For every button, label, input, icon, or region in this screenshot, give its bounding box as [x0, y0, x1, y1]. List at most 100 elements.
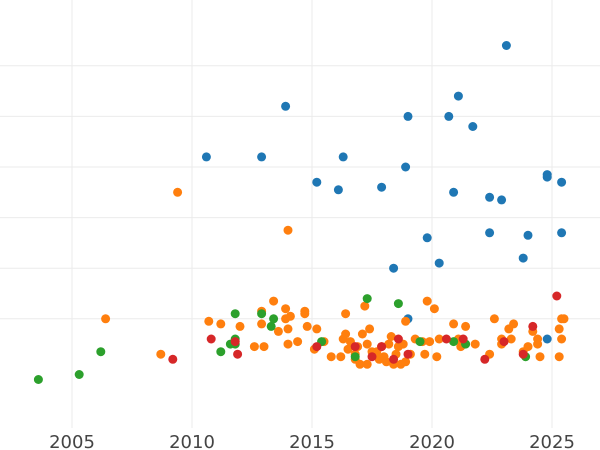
data-point-orange: [384, 339, 394, 349]
data-point-red: [389, 354, 399, 364]
data-point-blue: [201, 152, 211, 162]
data-point-orange: [336, 352, 346, 362]
data-point-red: [528, 321, 538, 331]
data-point-blue: [497, 195, 507, 205]
data-point-orange: [432, 352, 442, 362]
data-point-orange: [312, 324, 322, 334]
data-point-red: [480, 354, 490, 364]
data-point-red: [312, 342, 322, 352]
data-point-orange: [429, 304, 439, 314]
data-point-orange: [362, 339, 372, 349]
data-point-orange: [269, 296, 279, 306]
data-point-orange: [535, 352, 545, 362]
x-tick-label: 2025: [529, 432, 575, 450]
data-point-green: [449, 337, 459, 347]
data-point-orange: [285, 311, 295, 321]
data-point-red: [367, 352, 377, 362]
data-point-blue: [444, 111, 454, 121]
data-point-orange: [283, 324, 293, 334]
data-point-red: [441, 334, 451, 344]
x-tick-label: 2015: [289, 432, 335, 450]
data-point-orange: [283, 339, 293, 349]
data-point-orange: [357, 329, 367, 339]
data-point-orange: [355, 359, 365, 369]
data-point-orange: [283, 225, 293, 235]
data-point-orange: [216, 319, 226, 329]
data-point-blue: [389, 263, 399, 273]
data-point-orange: [101, 314, 111, 324]
data-point-orange: [293, 337, 303, 347]
data-point-orange: [204, 316, 214, 326]
data-point-blue: [485, 228, 495, 238]
data-point-orange: [401, 316, 411, 326]
data-point-orange: [381, 357, 391, 367]
data-point-blue: [401, 162, 411, 172]
data-point-green: [350, 352, 360, 362]
data-point-red: [377, 342, 387, 352]
data-point-orange: [259, 342, 269, 352]
data-point-orange: [386, 332, 396, 341]
data-point-green: [33, 375, 43, 384]
data-point-orange: [365, 324, 375, 334]
data-point-red: [458, 334, 468, 344]
data-point-orange: [281, 304, 291, 314]
data-point-orange: [360, 301, 370, 311]
data-point-blue: [485, 192, 495, 202]
series-blue: [201, 41, 567, 344]
data-point-orange: [300, 309, 310, 319]
data-point-blue: [557, 177, 567, 187]
data-point-red: [393, 334, 403, 344]
data-point-green: [415, 337, 425, 347]
data-point-orange: [422, 296, 432, 306]
data-point-blue: [338, 152, 348, 162]
data-point-red: [403, 349, 413, 359]
data-point-blue: [312, 177, 322, 187]
data-point-blue: [377, 182, 387, 192]
data-point-orange: [506, 334, 516, 344]
data-points: [33, 41, 569, 384]
data-point-blue: [542, 170, 552, 180]
data-point-green: [257, 309, 267, 319]
data-point-orange: [341, 309, 351, 319]
data-point-green: [266, 321, 276, 331]
x-axis-tick-labels: 2005 2010 2015 2020 2025: [49, 432, 575, 450]
data-point-green: [96, 347, 106, 357]
data-point-orange: [554, 324, 564, 334]
data-point-orange: [461, 321, 471, 331]
data-point-orange: [470, 339, 480, 349]
data-point-orange: [341, 329, 351, 339]
data-point-orange: [273, 326, 283, 336]
data-point-orange: [401, 357, 411, 367]
data-point-orange: [420, 349, 430, 359]
data-point-green: [269, 314, 279, 324]
data-point-green: [362, 294, 372, 304]
data-point-blue: [468, 122, 478, 131]
data-point-orange: [509, 319, 519, 329]
data-point-blue: [518, 253, 528, 263]
data-point-blue: [403, 111, 413, 121]
data-point-orange: [257, 319, 267, 329]
data-point-orange: [449, 319, 459, 329]
data-point-orange: [434, 334, 444, 344]
data-point-red: [552, 291, 562, 301]
data-point-red: [499, 337, 509, 347]
data-point-blue: [557, 228, 567, 238]
gridlines: [0, 0, 600, 428]
data-point-blue: [542, 334, 552, 344]
data-point-orange: [249, 342, 259, 352]
data-point-blue: [449, 187, 459, 197]
data-point-green: [230, 309, 240, 319]
data-point-red: [168, 354, 178, 364]
data-point-orange: [557, 334, 567, 344]
data-point-red: [233, 349, 243, 359]
data-point-blue: [523, 230, 533, 240]
data-point-blue: [257, 152, 267, 162]
data-point-orange: [523, 342, 533, 352]
data-point-blue: [434, 258, 444, 268]
data-point-red: [230, 337, 240, 347]
x-tick-label: 2005: [49, 432, 95, 450]
data-point-red: [206, 334, 216, 344]
data-point-orange: [343, 344, 353, 354]
data-point-green: [74, 370, 84, 379]
